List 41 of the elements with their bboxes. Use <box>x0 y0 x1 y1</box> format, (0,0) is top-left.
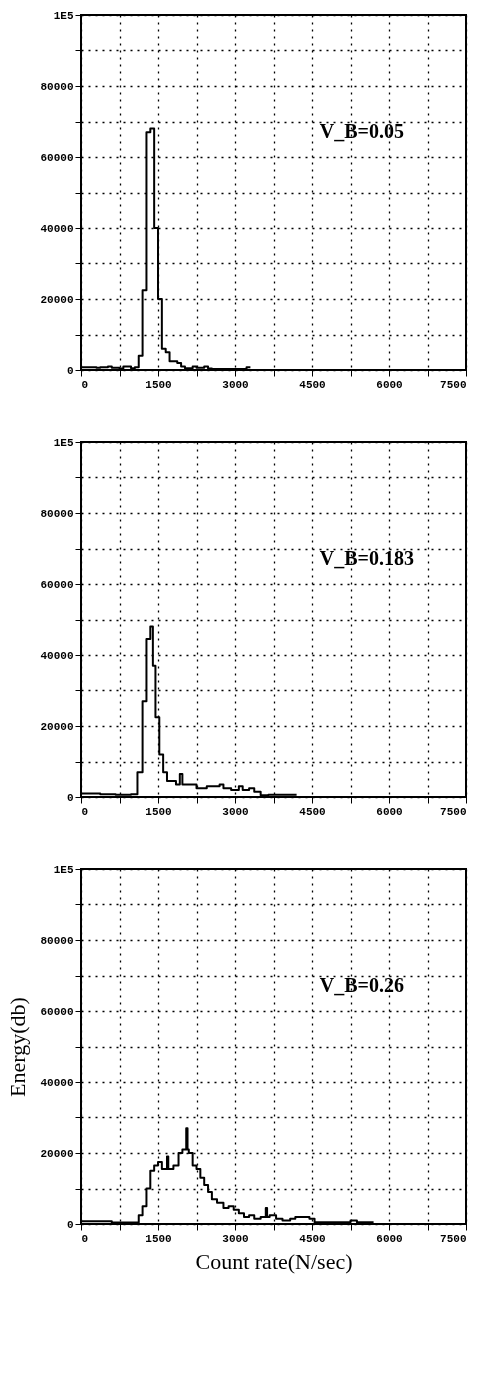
x-tick-label: 6000 <box>376 378 403 391</box>
annotation: V_B=0.05 <box>319 120 404 143</box>
y-axis-title: Energy(db) <box>5 997 31 1097</box>
x-tick-label: 1500 <box>145 1232 172 1245</box>
y-tick-label: 20000 <box>40 1147 74 1160</box>
y-tick-label: 60000 <box>40 1005 74 1018</box>
y-tick-label: 80000 <box>40 934 74 947</box>
x-tick-label: 0 <box>81 378 89 391</box>
y-tick-label: 40000 <box>40 222 74 235</box>
x-tick-label: 7500 <box>440 805 467 818</box>
x-tick-label: 6000 <box>376 1232 403 1245</box>
x-tick-label: 4500 <box>299 805 326 818</box>
x-tick-label: 4500 <box>299 1232 326 1245</box>
x-tick-label: 7500 <box>440 378 467 391</box>
x-tick-label: 4500 <box>299 378 326 391</box>
y-tick-label: 80000 <box>40 80 74 93</box>
x-axis-title: Count rate(N/sec) <box>195 1248 353 1274</box>
y-tick-label: 60000 <box>40 151 74 164</box>
annotation: V_B=0.183 <box>319 547 414 570</box>
y-tick-label: 0 <box>66 1218 74 1231</box>
y-tick-label: 1E5 <box>53 436 74 449</box>
x-tick-label: 7500 <box>440 1232 467 1245</box>
y-tick-label: 60000 <box>40 578 74 591</box>
y-tick-label: 0 <box>66 791 74 804</box>
annotation: V_B=0.26 <box>319 974 404 997</box>
x-tick-label: 1500 <box>145 805 172 818</box>
x-tick-label: 3000 <box>222 378 249 391</box>
y-tick-label: 40000 <box>40 1076 74 1089</box>
y-tick-label: 20000 <box>40 720 74 733</box>
y-tick-label: 80000 <box>40 507 74 520</box>
x-tick-label: 0 <box>81 805 89 818</box>
y-tick-label: 0 <box>66 364 74 377</box>
x-tick-label: 6000 <box>376 805 403 818</box>
y-tick-label: 1E5 <box>53 9 74 22</box>
x-tick-label: 3000 <box>222 1232 249 1245</box>
y-tick-label: 1E5 <box>53 863 74 876</box>
x-tick-label: 1500 <box>145 378 172 391</box>
y-tick-label: 20000 <box>40 293 74 306</box>
x-tick-label: 3000 <box>222 805 249 818</box>
y-tick-label: 40000 <box>40 649 74 662</box>
x-tick-label: 0 <box>81 1232 89 1245</box>
